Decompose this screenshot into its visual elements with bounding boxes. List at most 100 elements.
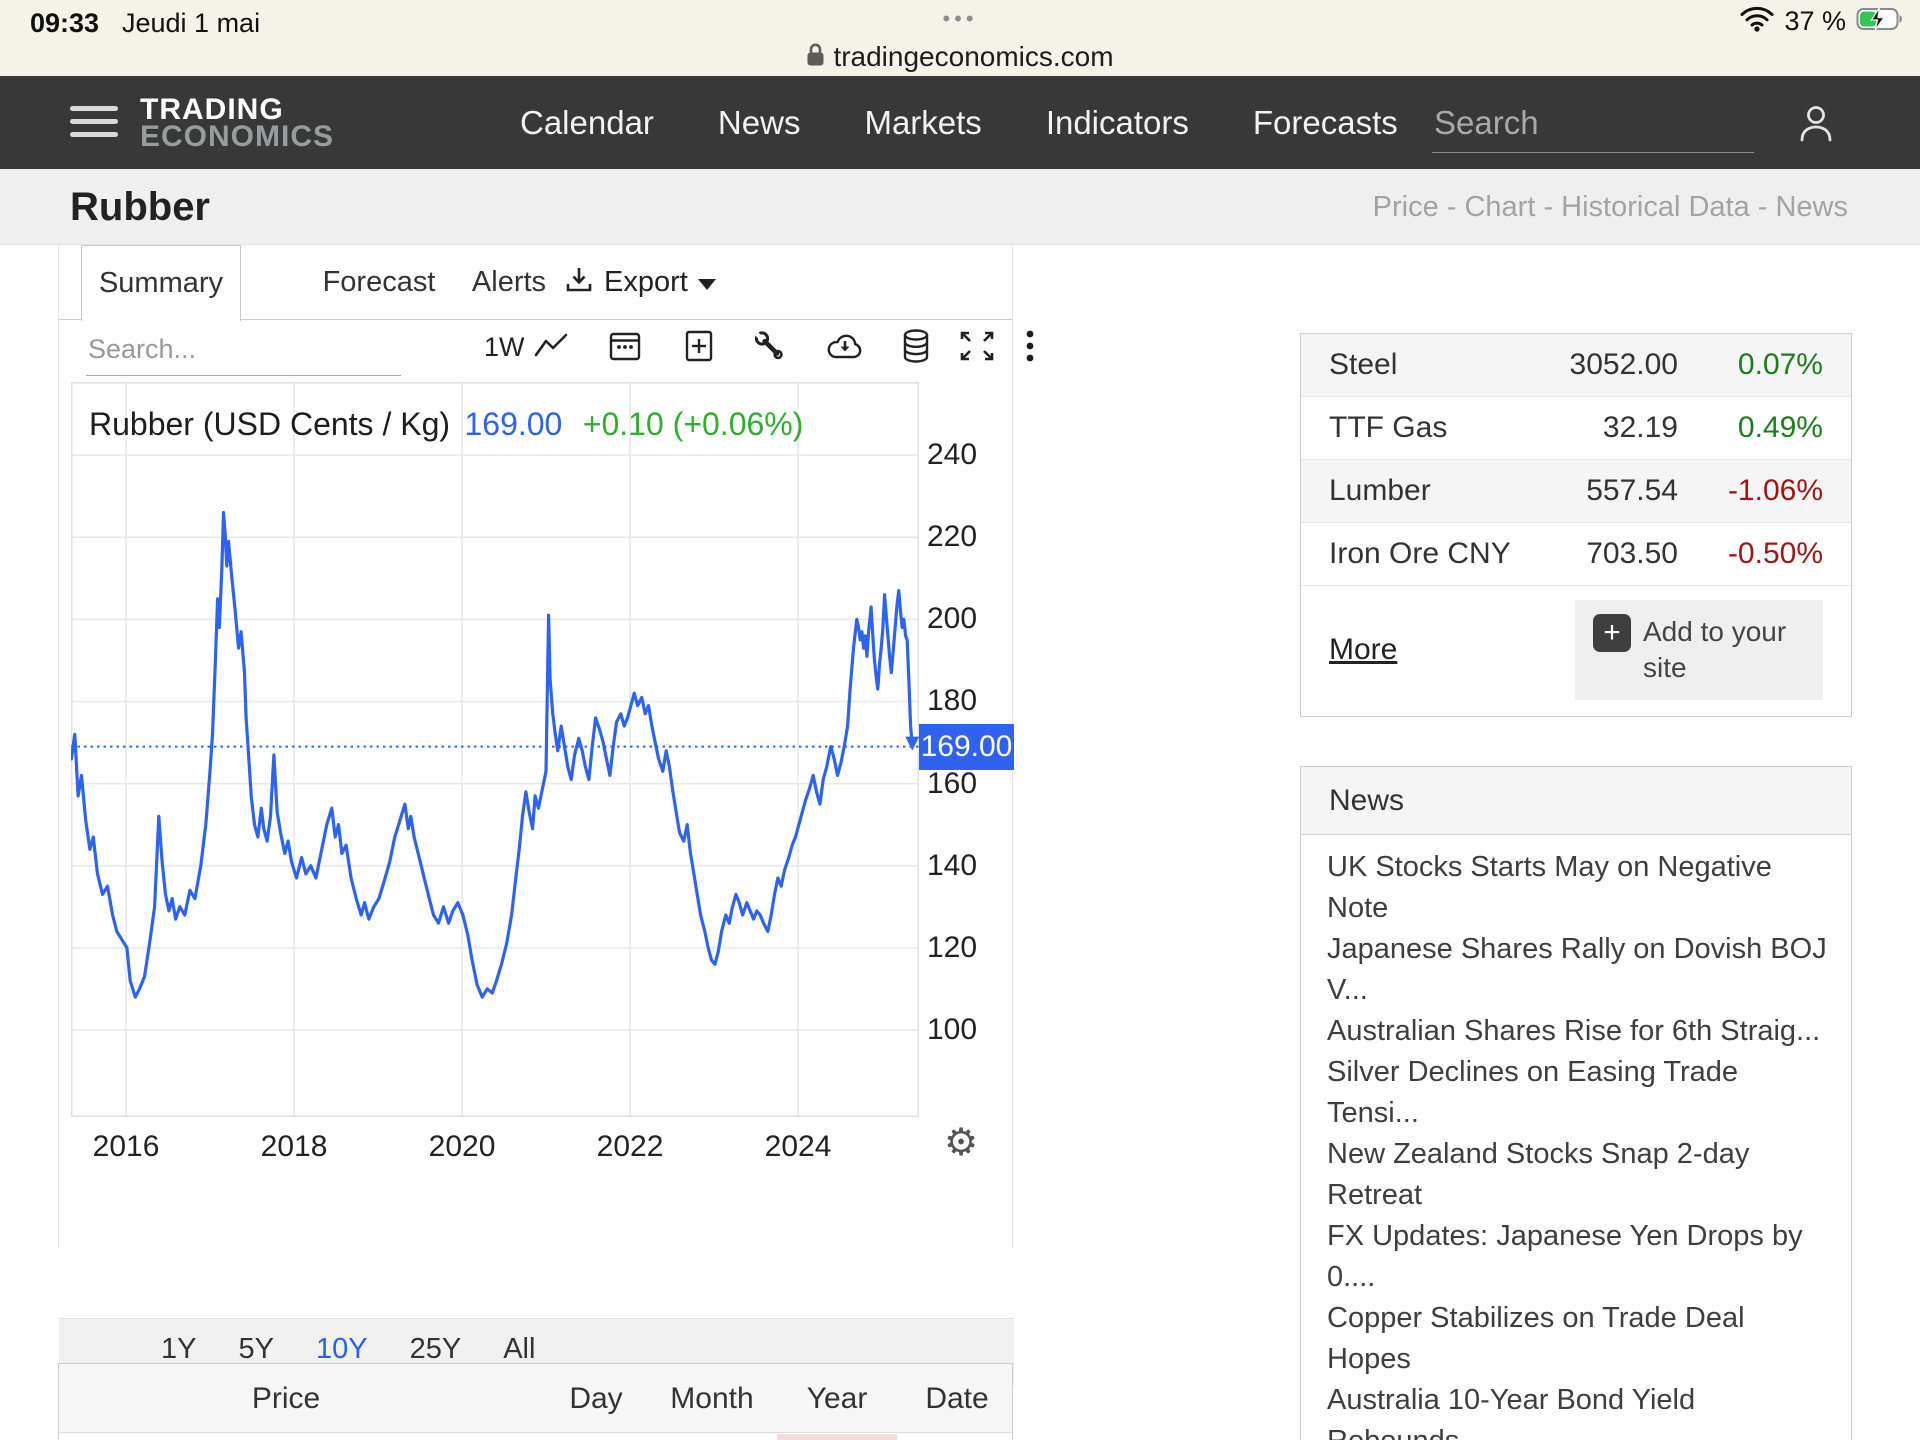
status-date: Jeudi 1 mai [122, 8, 261, 38]
fullscreen-icon[interactable] [957, 326, 997, 366]
commodity-change: -0.50% [1727, 537, 1823, 570]
calendar-icon[interactable] [605, 326, 645, 366]
related-more-link[interactable]: More [1329, 633, 1398, 666]
line-chart-icon[interactable] [531, 326, 571, 366]
commodity-price: 32.19 [1602, 411, 1678, 444]
export-label: Export [604, 266, 688, 298]
commodity-row: Lumber 557.54 -1.06% [1301, 460, 1851, 523]
column-header-month: Month [670, 1382, 754, 1415]
symbol-search [86, 328, 401, 376]
nav-item-markets[interactable]: Markets [864, 103, 982, 141]
add-to-site-label: Add to your site [1643, 616, 1787, 683]
x-axis-label-2022: 2022 [596, 1130, 664, 1163]
column-header-day: Day [569, 1382, 623, 1415]
commodity-row: TTF Gas 32.19 0.49% [1301, 397, 1851, 460]
x-axis-label-2018: 2018 [260, 1130, 328, 1163]
logo-line1: TRADING [140, 93, 284, 126]
chart-current-price: 169.00 [464, 406, 563, 442]
commodity-change: 0.49% [1737, 411, 1823, 444]
browser-url-bar[interactable]: tradingeconomics.com [0, 38, 1920, 76]
range-button-5y[interactable]: 5Y [238, 1333, 274, 1365]
news-item[interactable]: Copper Stabilizes on Trade Deal Hopes [1327, 1302, 1745, 1375]
commodity-name[interactable]: Iron Ore CNY [1329, 537, 1511, 570]
news-item[interactable]: New Zealand Stocks Snap 2-day Retreat [1327, 1138, 1750, 1211]
chart-change: +0.10 (+0.06%) [582, 406, 804, 442]
nav-item-calendar[interactable]: Calendar [520, 103, 654, 141]
related-footer: More + Add to your site [1301, 586, 1851, 716]
y-axis-label-160: 160 [927, 766, 978, 800]
y-axis-label-180: 180 [927, 684, 978, 718]
lock-icon [806, 42, 825, 72]
price-table-header: Price Day Month Year Date [59, 1364, 1012, 1433]
commodity-change: 0.07% [1737, 348, 1823, 381]
range-button-1y[interactable]: 1Y [161, 1333, 197, 1365]
news-item[interactable]: FX Updates: Japanese Yen Drops by 0.... [1327, 1220, 1803, 1293]
commodity-name[interactable]: TTF Gas [1329, 411, 1448, 444]
y-axis-label-240: 240 [927, 438, 978, 472]
logo-line2: ECONOMICS [140, 120, 335, 153]
y-axis-label-100: 100 [927, 1012, 978, 1046]
x-axis-label-2020: 2020 [428, 1130, 496, 1163]
x-axis-label-2016: 2016 [92, 1130, 160, 1163]
tools-icon[interactable] [749, 326, 789, 366]
commodity-row: Steel 3052.00 0.07% [1301, 334, 1851, 397]
y-axis-label-200: 200 [927, 602, 978, 636]
price-line-chart[interactable] [71, 382, 919, 1117]
cloud-download-icon[interactable] [825, 326, 865, 366]
tab-forecast[interactable]: Forecast [322, 266, 436, 298]
chart-toolbar: 1W [59, 320, 1034, 382]
interval-button[interactable]: 1W [484, 332, 525, 362]
nav-search-input[interactable] [1432, 100, 1754, 153]
commodity-row: Iron Ore CNY 703.50 -0.50% [1301, 523, 1851, 586]
battery-percent: 37 % [1784, 6, 1846, 36]
commodity-change: -1.06% [1727, 474, 1823, 507]
news-item[interactable]: Australia 10-Year Bond Yield Rebounds [1327, 1384, 1696, 1440]
price-table-cell-partial [777, 1434, 897, 1440]
clock: 09:33 [30, 8, 100, 38]
y-axis-label-220: 220 [927, 520, 978, 554]
commodity-name[interactable]: Lumber [1329, 474, 1431, 507]
gear-icon[interactable]: ⚙ [944, 1120, 979, 1164]
price-summary-table: Price Day Month Year Date [58, 1363, 1013, 1440]
breadcrumb[interactable]: Price - Chart - Historical Data - News [1372, 191, 1848, 223]
news-card: News UK Stocks Starts May on Negative No… [1300, 766, 1852, 1440]
status-bar: 09:33 Jeudi 1 mai ••• 37 % [0, 0, 1920, 76]
site-logo[interactable]: TRADING ECONOMICS [140, 93, 335, 153]
chevron-down-icon [697, 279, 716, 290]
plus-icon: + [1593, 614, 1631, 652]
tab-summary[interactable]: Summary [81, 245, 241, 321]
column-header-price: Price [251, 1382, 321, 1415]
add-indicator-icon[interactable] [679, 326, 719, 366]
main-navbar: TRADING ECONOMICS Calendar News Markets Ind… [0, 76, 1920, 169]
news-item[interactable]: UK Stocks Starts May on Negative Note [1327, 851, 1772, 924]
nav-item-indicators[interactable]: Indicators [1045, 103, 1189, 141]
page-title: Rubber [70, 185, 210, 229]
download-icon [564, 265, 594, 300]
tab-alerts[interactable]: Alerts [471, 266, 547, 298]
page-header: Rubber Price - Chart - Historical Data -… [0, 169, 1920, 245]
tabbar: Summary Forecast Alerts Export [59, 245, 1012, 321]
add-to-site-button[interactable]: + Add to your site [1575, 600, 1823, 700]
chart-card: Summary Forecast Alerts Export 1W [58, 245, 1034, 1385]
nav-item-news[interactable]: News [717, 103, 801, 141]
news-item[interactable]: Japanese Shares Rally on Dovish BOJ V... [1327, 933, 1827, 1006]
commodity-price: 703.50 [1586, 537, 1678, 570]
nav-item-forecasts[interactable]: Forecasts [1252, 103, 1398, 141]
more-options-icon[interactable] [1010, 326, 1050, 366]
menu-icon[interactable] [70, 106, 118, 145]
range-button-all[interactable]: All [503, 1333, 536, 1365]
user-icon[interactable] [1796, 102, 1836, 149]
commodity-name[interactable]: Steel [1329, 348, 1398, 381]
news-item[interactable]: Silver Declines on Easing Trade Tensi... [1327, 1056, 1739, 1129]
tab-overview-dots[interactable]: ••• [942, 6, 978, 31]
related-commodities-card: Steel 3052.00 0.07% TTF Gas 32.19 0.49% Lumber… [1300, 333, 1852, 717]
column-header-date: Date [925, 1382, 989, 1415]
url-text: tradingeconomics.com [833, 41, 1114, 72]
x-axis-label-2024: 2024 [764, 1130, 832, 1163]
news-item[interactable]: Australian Shares Rise for 6th Straig... [1327, 1015, 1821, 1047]
symbol-search-input[interactable] [86, 328, 401, 376]
export-button[interactable]: Export [564, 245, 716, 320]
nav-search [1432, 100, 1754, 153]
range-button-25y[interactable]: 25Y [409, 1333, 462, 1365]
database-icon[interactable] [896, 326, 936, 366]
